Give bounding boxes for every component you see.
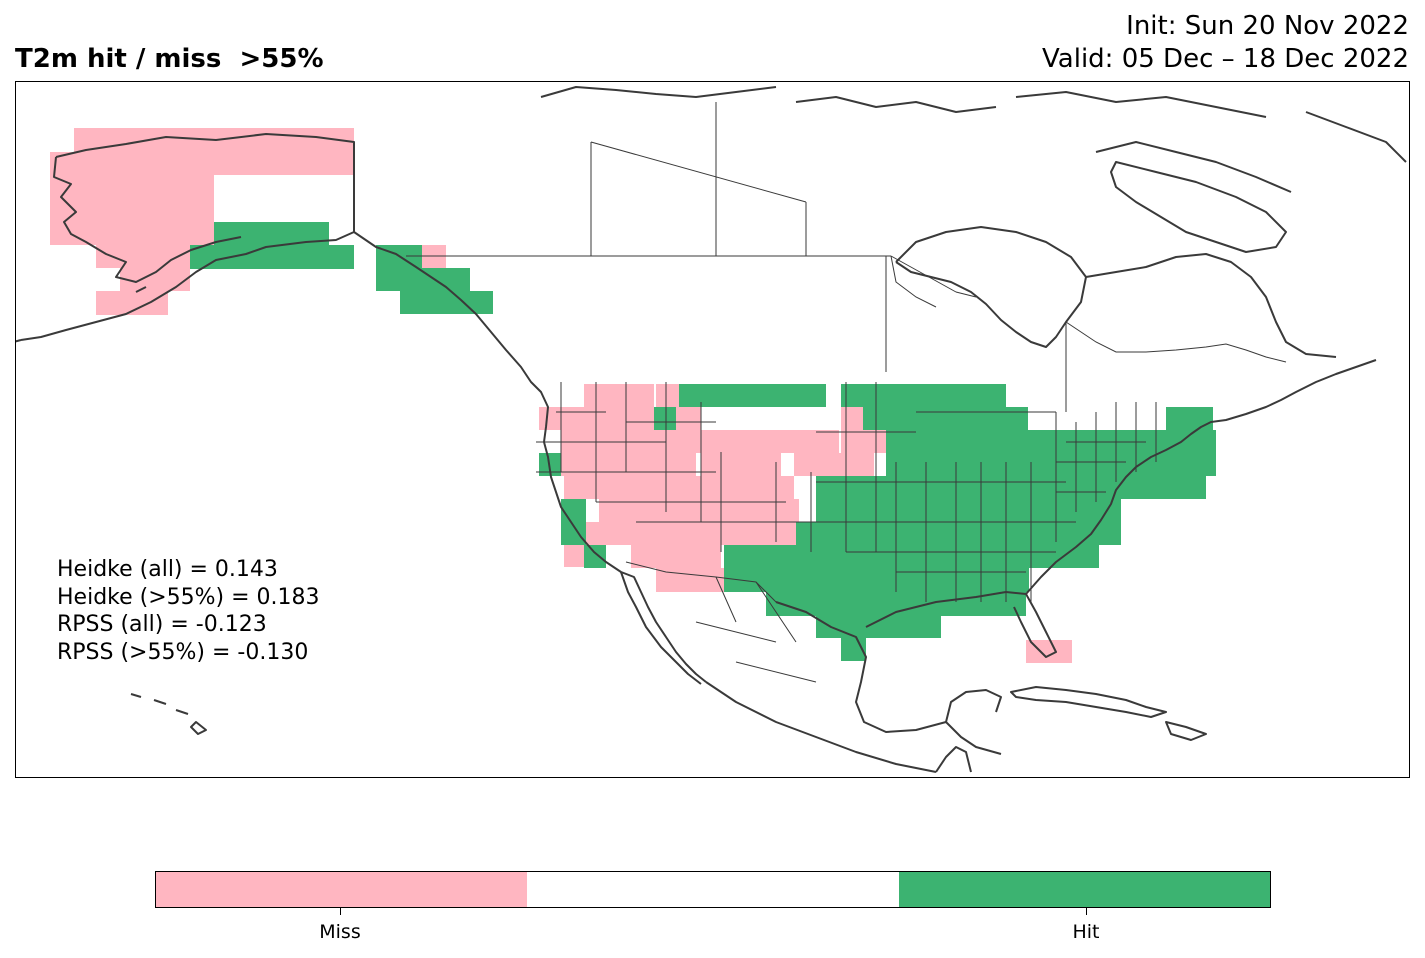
miss-cell [564, 476, 794, 499]
miss-cell [96, 245, 206, 268]
miss-cell [631, 522, 656, 545]
us-states-central [816, 382, 1076, 602]
colorbar-hit [898, 872, 1270, 907]
hit-cell [796, 522, 1121, 545]
skill-scores: Heidke (all) = 0.143 Heidke (>55%) = 0.1… [57, 556, 320, 666]
hudson-bay [895, 226, 1087, 348]
coastlines [16, 86, 1407, 773]
hit-cell [863, 407, 1028, 430]
colorbar [155, 871, 1271, 908]
miss-cell [724, 522, 819, 545]
us-states-east [1055, 402, 1157, 542]
map-panel [15, 81, 1410, 778]
miss-cell [584, 384, 654, 407]
pacific-coast [353, 231, 707, 683]
mexico-states [695, 576, 817, 683]
central-america [935, 746, 972, 773]
hit-cell [781, 384, 826, 407]
yucatan [945, 689, 1002, 723]
miss-cell [631, 545, 721, 568]
hit-cell [1166, 407, 1213, 430]
colorbar-neutral [527, 872, 899, 907]
hawaii [130, 693, 207, 735]
date-info: Init: Sun 20 Nov 2022 Valid: 05 Dec – 18… [1042, 10, 1409, 76]
miss-cell [656, 384, 681, 407]
colorbar-label-miss: Miss [319, 921, 361, 943]
atlantic-coast [1025, 359, 1377, 595]
valid-period: Valid: 05 Dec – 18 Dec 2022 [1042, 44, 1409, 74]
miss-cell [50, 152, 354, 175]
miss-cell [50, 175, 214, 222]
colorbar-tick-miss [340, 908, 341, 915]
hit-cell [886, 430, 1086, 453]
colorbar-miss [156, 872, 528, 907]
canada-provinces [590, 102, 1067, 412]
us-states-west [536, 382, 816, 552]
arctic-islands [540, 86, 1407, 193]
hit-cell [190, 245, 354, 269]
hit-cell [561, 522, 586, 545]
init-date: Init: Sun 20 Nov 2022 [1126, 11, 1409, 41]
cuba [1010, 686, 1167, 718]
miss-cell [120, 268, 190, 291]
miss-cell [561, 453, 696, 476]
hit-cell [422, 291, 493, 314]
state-borders [353, 102, 1287, 683]
miss-cell [539, 407, 679, 430]
aleutian-islands [16, 286, 147, 343]
miss-cell [701, 430, 801, 453]
baffin-island [1110, 161, 1287, 253]
rpss-all: RPSS (all) = -0.123 [57, 612, 267, 637]
hit-cell [584, 545, 606, 568]
hit-cell [561, 499, 586, 522]
labrador-coast [1085, 253, 1337, 358]
baja-peninsula [620, 571, 702, 685]
mexico-coast [705, 681, 937, 773]
hit-cell [886, 453, 1216, 476]
miss-cell [74, 222, 214, 245]
heidke-all: Heidke (all) = 0.143 [57, 557, 278, 582]
hit-cell [886, 615, 941, 638]
hit-miss-cells [50, 128, 1216, 663]
miss-cell [599, 499, 799, 522]
miss-cell [794, 453, 874, 476]
miss-cell [794, 430, 839, 453]
hispaniola [1165, 721, 1207, 741]
hit-cell [816, 499, 1121, 522]
hit-cell [724, 545, 1099, 568]
gulf-coast [775, 591, 1057, 755]
heidke-55: Heidke (>55%) = 0.183 [57, 584, 320, 610]
rpss-55: RPSS (>55%) = -0.130 [57, 639, 309, 665]
us-canada-border [406, 255, 1287, 363]
hit-cell [654, 407, 676, 430]
miss-cell [1026, 640, 1072, 663]
hit-cell [841, 384, 1006, 407]
hit-cell [214, 222, 329, 245]
colorbar-label-hit: Hit [1072, 921, 1100, 943]
alaska-coast [20, 133, 355, 341]
miss-cell [841, 430, 886, 453]
hit-cell [816, 476, 1206, 499]
map-svg [16, 86, 1407, 773]
miss-cell [701, 453, 781, 476]
colorbar-tick-hit [1086, 908, 1087, 915]
map-title: T2m hit / miss >55% [15, 44, 324, 74]
hit-cell [816, 615, 906, 638]
